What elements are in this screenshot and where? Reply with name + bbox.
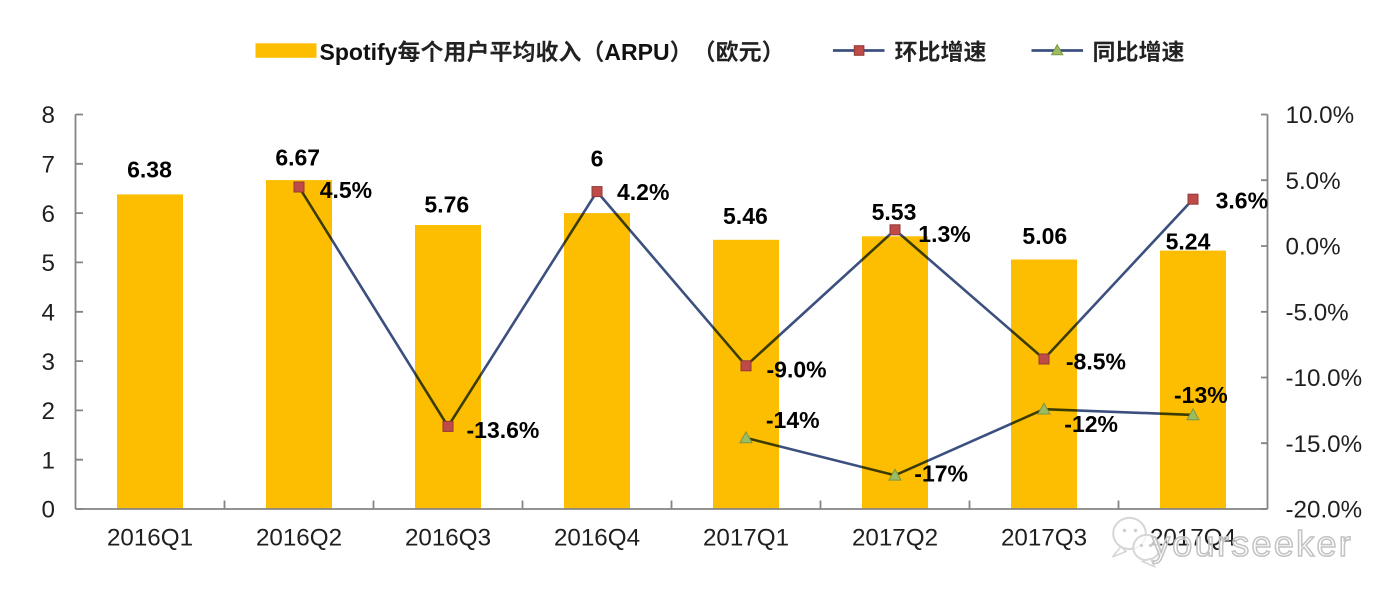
svg-text:4.5%: 4.5% [320,177,372,203]
svg-text:1.3%: 1.3% [918,221,970,247]
svg-text:5.0%: 5.0% [1286,168,1341,195]
svg-text:4.2%: 4.2% [617,179,669,205]
svg-text:2: 2 [42,398,55,425]
svg-text:2017Q3: 2017Q3 [1001,525,1087,552]
svg-text:-9.0%: -9.0% [767,357,827,383]
svg-text:6.38: 6.38 [127,157,172,183]
svg-text:5.53: 5.53 [872,199,917,225]
svg-text:-15.0%: -15.0% [1286,431,1363,458]
svg-text:4: 4 [42,299,55,326]
svg-text:5.46: 5.46 [723,203,768,229]
svg-text:0: 0 [42,497,55,524]
svg-text:2016Q2: 2016Q2 [256,525,342,552]
svg-text:2017Q4: 2017Q4 [1150,525,1236,552]
svg-text:-5.0%: -5.0% [1286,299,1349,326]
svg-text:Spotify: Spotify [320,39,398,65]
svg-text:2017Q1: 2017Q1 [703,525,789,552]
svg-text:7: 7 [42,152,55,179]
svg-text:5.06: 5.06 [1022,223,1067,249]
svg-text:2016Q4: 2016Q4 [554,525,640,552]
svg-text:2017Q2: 2017Q2 [852,525,938,552]
svg-text:8: 8 [42,102,55,129]
svg-text:6.67: 6.67 [275,145,320,171]
svg-text:1: 1 [42,447,55,474]
svg-text:-17%: -17% [914,460,968,486]
svg-text:2016Q3: 2016Q3 [405,525,491,552]
svg-text:6: 6 [591,146,604,172]
svg-text:5: 5 [42,250,55,277]
svg-text:10.0%: 10.0% [1286,102,1355,129]
svg-text:5.24: 5.24 [1166,228,1211,254]
svg-text:-20.0%: -20.0% [1286,497,1363,524]
svg-text:5.76: 5.76 [424,192,469,218]
svg-text:3: 3 [42,349,55,376]
svg-text:yourseeker: yourseeker [1152,523,1353,564]
svg-text:2016Q1: 2016Q1 [107,525,193,552]
svg-text:0.0%: 0.0% [1286,234,1341,261]
svg-text:-14%: -14% [766,407,820,433]
svg-text:-10.0%: -10.0% [1286,365,1363,392]
svg-text:-12%: -12% [1064,411,1118,437]
svg-text:-13%: -13% [1174,382,1228,408]
svg-text:ARPU: ARPU [604,39,669,65]
svg-text:6: 6 [42,201,55,228]
svg-text:-8.5%: -8.5% [1066,349,1126,375]
svg-text:-13.6%: -13.6% [467,417,540,443]
svg-text:3.6%: 3.6% [1216,187,1268,213]
